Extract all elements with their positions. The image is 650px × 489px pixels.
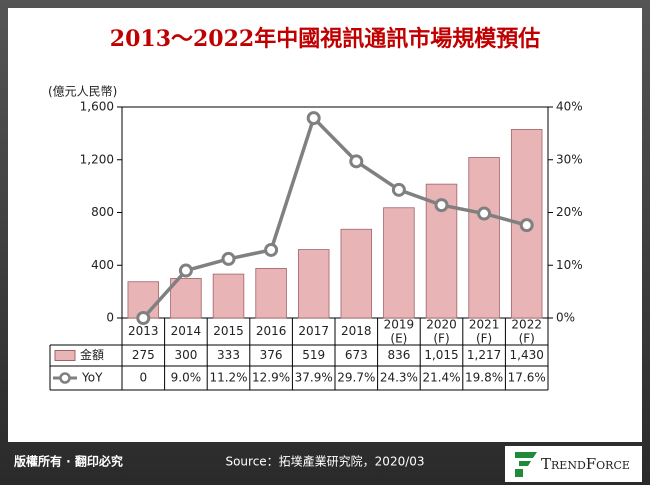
y2-tick-label: 0% [556, 311, 575, 325]
x-tick-label: 2015 [213, 324, 244, 338]
value-label: 19.8% [465, 371, 503, 385]
value-label: 37.9% [295, 371, 333, 385]
y2-tick-label: 40% [556, 100, 583, 114]
value-label: 29.7% [337, 371, 375, 385]
marker [477, 206, 492, 221]
marker [221, 251, 236, 266]
value-label: 376 [260, 348, 283, 362]
x-tick-label: 2016 [256, 324, 287, 338]
value-label: 1,015 [424, 348, 458, 362]
value-label: 300 [174, 348, 197, 362]
x-tick-label: 2014 [171, 324, 202, 338]
bar [383, 207, 415, 319]
value-label: 673 [345, 348, 368, 362]
x-tick-label: 2017 [298, 324, 329, 338]
value-label: 275 [132, 348, 155, 362]
value-label: 0 [139, 371, 147, 385]
x-tick-label: 2013 [128, 324, 159, 338]
bar [212, 273, 245, 319]
y2-tick-label: 20% [556, 205, 583, 219]
brand: TrendForce [541, 455, 630, 473]
legend-label: YoY [81, 371, 103, 385]
value-label: 12.9% [252, 371, 290, 385]
y-tick-label: 1,600 [80, 100, 114, 114]
value-label: 17.6% [508, 371, 546, 385]
y-tick-label: 1,200 [80, 152, 114, 166]
value-label: 333 [217, 348, 240, 362]
bar [468, 157, 500, 319]
marker [434, 198, 449, 213]
legend-swatch [54, 350, 76, 361]
value-label: 836 [387, 348, 410, 362]
x-tick-label: 2019 (E) [384, 317, 415, 345]
rights: 版權所有 · 翻印必究 [14, 454, 123, 469]
bar [255, 268, 287, 319]
y-tick-label: 800 [91, 205, 114, 219]
y-tick-label: 0 [106, 311, 114, 325]
logo-icon [515, 452, 537, 477]
legend-marker [59, 372, 71, 384]
bar [297, 249, 330, 319]
value-label: 9.0% [171, 371, 202, 385]
y-axis-label: (億元人民幣) [48, 85, 117, 99]
y-tick-label: 400 [91, 258, 114, 272]
marker [178, 263, 193, 278]
source: Source：拓墣產業研究院，2020/03 [225, 454, 424, 469]
value-label: 11.2% [209, 371, 247, 385]
marker [264, 242, 279, 257]
bar [170, 278, 202, 319]
y2-tick-label: 10% [556, 258, 583, 272]
marker [349, 154, 364, 169]
value-label: 24.3% [380, 371, 418, 385]
marker [519, 218, 534, 233]
y2-tick-label: 30% [556, 152, 583, 166]
legend-label: 金額 [80, 347, 104, 362]
x-tick-label: 2021 (F) [469, 317, 500, 345]
bar [340, 228, 373, 319]
marker [136, 311, 151, 325]
value-label: 519 [302, 348, 325, 362]
value-label: 1,217 [467, 348, 501, 362]
chart-title: 2013～2022年中國視訊通訊市場規模預估 [110, 26, 540, 52]
line [141, 114, 528, 320]
x-tick-label: 2020 (F) [426, 317, 457, 345]
x-tick-label: 2022 (F) [511, 317, 542, 345]
marker [391, 182, 406, 197]
marker [306, 111, 321, 126]
x-tick-label: 2018 [341, 324, 372, 338]
value-label: 1,430 [510, 348, 544, 362]
value-label: 21.4% [422, 371, 460, 385]
